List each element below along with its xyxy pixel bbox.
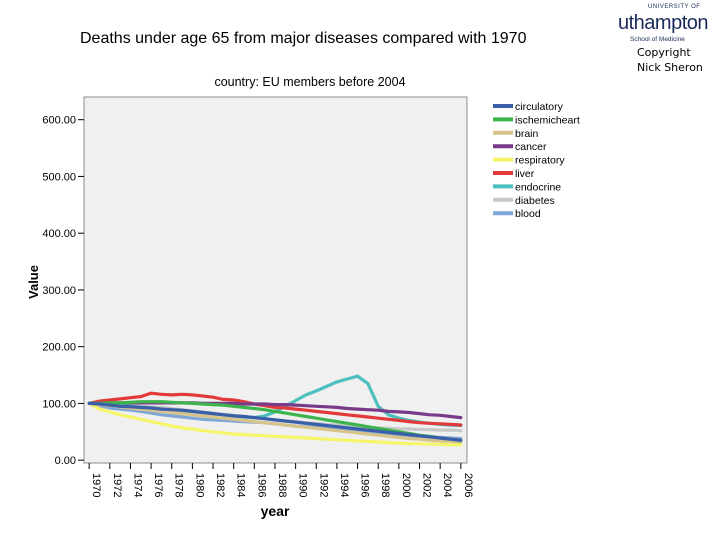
series-line-brain: [87, 401, 463, 444]
legend-label-respiratory: respiratory: [515, 155, 565, 167]
logo-name-text: uthampton: [618, 12, 709, 34]
y-tick-label: 100.00: [42, 398, 76, 410]
logo-school-text: School of Medicine: [630, 36, 685, 43]
x-tick-label: 2004: [441, 473, 453, 497]
y-tick-label: 0.00: [55, 455, 76, 467]
y-tick-label: 400.00: [42, 228, 76, 240]
university-logo: UNIVERSITY OF uthampton School of Medici…: [618, 4, 718, 50]
copyright-line-1: Copyright: [637, 46, 691, 59]
x-tick-label: 1970: [90, 473, 102, 497]
chart-title: country: EU members before 2004: [214, 75, 405, 89]
y-tick-label: 600.00: [42, 115, 76, 127]
x-tick-label: 1982: [214, 473, 226, 497]
x-tick-label: 1984: [235, 473, 247, 497]
y-tick-label: 500.00: [42, 171, 76, 183]
y-axis-label: Value: [26, 265, 41, 299]
x-tick-label: 1996: [359, 473, 371, 497]
logo-university-text: UNIVERSITY OF: [648, 4, 701, 10]
y-tick-label: 300.00: [42, 285, 76, 297]
x-tick-label: 1980: [193, 473, 205, 497]
x-tick-label: 1986: [255, 473, 267, 497]
series-line-respiratory: [87, 401, 463, 447]
x-tick-label: 1972: [111, 473, 123, 497]
series-line-ischemicheart: [87, 400, 463, 442]
legend-label-endocrine: endocrine: [515, 181, 561, 193]
x-tick-label: 1994: [338, 473, 350, 497]
x-tick-label: 1978: [173, 473, 185, 497]
x-tick-label: 1974: [131, 473, 143, 497]
series-line-circulatory: [87, 401, 463, 442]
x-tick-label: 1998: [379, 473, 391, 497]
legend-label-blood: blood: [515, 208, 541, 220]
legend-label-diabetes: diabetes: [515, 195, 555, 207]
slide-title: Deaths under age 65 from major diseases …: [80, 30, 527, 47]
legend-label-cancer: cancer: [515, 141, 547, 153]
legend-label-ischemicheart: ischemicheart: [515, 114, 580, 126]
legend-label-circulatory: circulatory: [515, 101, 564, 113]
copyright-notice: Copyright Nick Sheron: [637, 45, 703, 75]
x-tick-label: 1992: [317, 473, 329, 497]
x-tick-label: 1990: [297, 473, 309, 497]
y-tick-label: 200.00: [42, 342, 76, 354]
x-tick-label: 1976: [152, 473, 164, 497]
copyright-line-2: Nick Sheron: [637, 61, 703, 74]
x-tick-label: 2006: [462, 473, 474, 497]
x-tick-label: 1988: [276, 473, 288, 497]
x-tick-label: 2000: [400, 473, 412, 497]
series-line-liver: [87, 391, 463, 427]
legend-label-brain: brain: [515, 128, 539, 140]
x-tick-label: 2002: [421, 473, 433, 497]
legend-label-liver: liver: [515, 168, 535, 180]
x-axis-label: year: [261, 503, 290, 519]
